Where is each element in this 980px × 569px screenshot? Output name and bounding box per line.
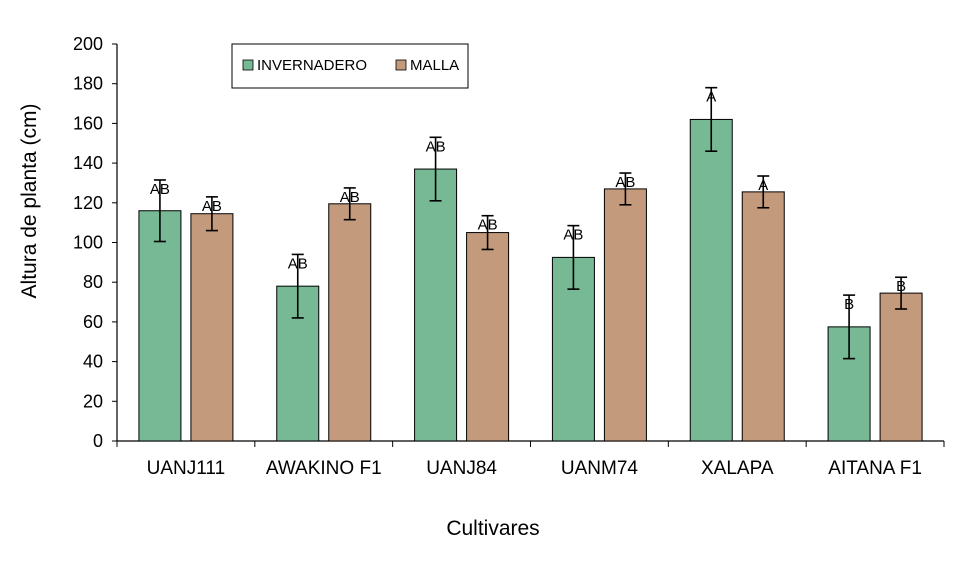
legend-frame bbox=[231, 43, 469, 89]
significance-label: AB bbox=[478, 217, 498, 234]
y-tick-label: 140 bbox=[73, 153, 103, 173]
bar-malla bbox=[466, 232, 510, 442]
bar-malla bbox=[879, 292, 923, 442]
bar-invernadero bbox=[138, 210, 182, 442]
bar-invernadero bbox=[689, 118, 733, 442]
y-tick-label: 80 bbox=[83, 272, 103, 292]
y-tick-label: 20 bbox=[83, 391, 103, 411]
bar-malla bbox=[603, 188, 647, 442]
bar-malla bbox=[190, 213, 234, 442]
x-category-label: UANJ84 bbox=[426, 458, 497, 479]
legend-swatch-invernadero bbox=[242, 59, 254, 71]
significance-label: AB bbox=[563, 227, 583, 244]
x-category-label: AWAKINO F1 bbox=[266, 458, 382, 479]
y-tick-label: 0 bbox=[93, 431, 103, 451]
significance-label: AB bbox=[150, 181, 170, 198]
legend: INVERNADERO MALLA bbox=[231, 43, 469, 89]
significance-label: AB bbox=[426, 138, 446, 155]
bar-malla bbox=[328, 203, 372, 442]
significance-label: A bbox=[706, 89, 716, 106]
bar-invernadero bbox=[414, 168, 458, 442]
significance-label: AB bbox=[340, 189, 360, 206]
y-axis-title: Altura de planta (cm) bbox=[18, 104, 41, 299]
significance-label: B bbox=[844, 296, 854, 313]
y-tick-label: 200 bbox=[73, 34, 103, 54]
y-tick-label: 120 bbox=[73, 193, 103, 213]
significance-label: A bbox=[758, 177, 768, 194]
significance-label: B bbox=[896, 278, 906, 295]
legend-swatch-malla bbox=[395, 59, 407, 71]
x-category-label: UANJ111 bbox=[147, 458, 226, 479]
y-tick-label: 160 bbox=[73, 113, 103, 133]
y-tick-label: 40 bbox=[83, 352, 103, 372]
x-category-label: XALAPA bbox=[701, 458, 774, 479]
significance-label: AB bbox=[615, 174, 635, 191]
y-tick-label: 60 bbox=[83, 312, 103, 332]
x-category-label: AITANA F1 bbox=[828, 458, 922, 479]
significance-label: AB bbox=[202, 198, 222, 215]
significance-label: AB bbox=[288, 255, 308, 272]
legend-label-invernadero: INVERNADERO bbox=[257, 57, 367, 74]
y-tick-label: 180 bbox=[73, 74, 103, 94]
y-tick-label: 100 bbox=[73, 233, 103, 253]
x-axis-title: Cultivares bbox=[446, 517, 539, 540]
legend-label-malla: MALLA bbox=[410, 57, 459, 74]
x-category-label: UANM74 bbox=[561, 458, 639, 479]
bar-malla bbox=[741, 191, 785, 442]
